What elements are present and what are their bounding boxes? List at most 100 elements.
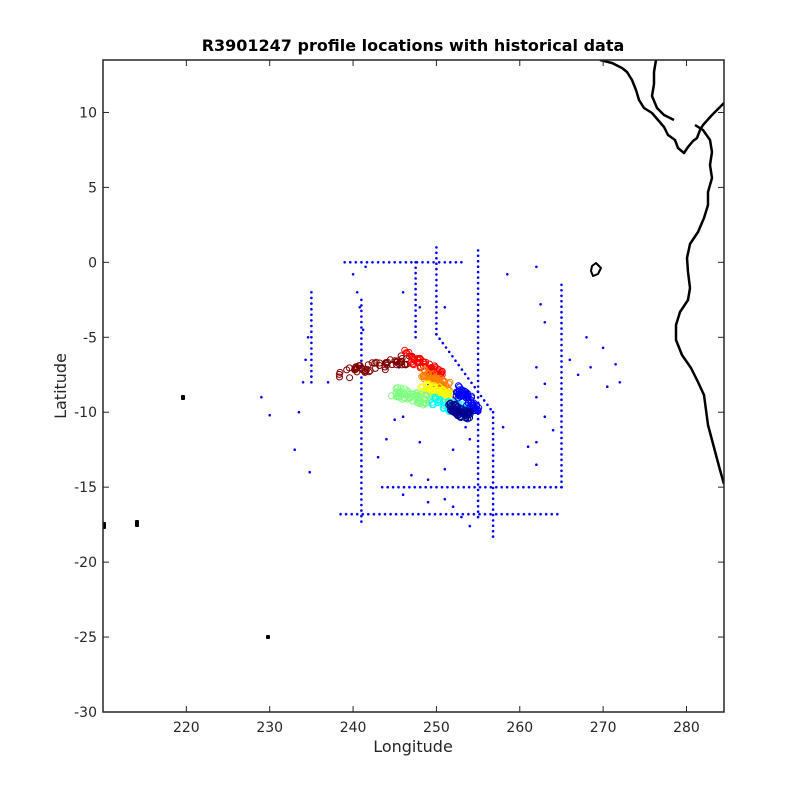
historical-profile-point [476,254,480,258]
historical-profile-point [460,368,464,371]
historical-profile-point [476,281,480,285]
historical-profile-point [414,298,417,302]
y-tick-label: 10 [79,105,97,121]
historical-profile-point [310,347,313,350]
y-tick-label: -20 [74,555,97,571]
historical-profile-point [476,363,480,367]
historical-profile-point [517,512,520,516]
historical-profile-point [468,437,472,441]
historical-profile-point [522,485,525,489]
historical-profile-point [476,336,480,339]
historical-profile-point [310,313,313,317]
historical-profile-point [435,267,438,271]
float-profile-marker [429,374,437,382]
historical-profile-point [560,464,563,467]
historical-profile-point [372,512,376,516]
x-tick-label: 240 [340,720,367,736]
float-profile-marker [410,361,418,369]
historical-profile-point [310,291,313,294]
historical-profile-point [476,439,480,443]
historical-profile-point [360,261,363,264]
float-profile-marker [439,386,447,394]
historical-profile-point [268,413,272,417]
historical-profile-point [478,485,482,489]
historical-profile-point [400,512,404,516]
historical-profile-point [310,381,313,384]
historical-profile-point [476,445,480,448]
historical-profile-point [560,474,563,478]
historical-profile-point [460,515,463,519]
historical-profile-point [414,330,417,334]
historical-profile-point [476,308,480,312]
historical-profile-point [435,485,438,489]
historical-profile-point [424,485,428,489]
float-profile-marker [456,383,463,391]
historical-profile-point [476,488,480,492]
historical-profile-point [449,261,452,264]
historical-profile-point [476,347,480,350]
historical-profile-point [414,277,417,280]
historical-profile-point [560,327,563,330]
historical-profile-point [344,512,348,516]
historical-profile-point [402,485,406,489]
historical-profile-point [418,440,422,444]
float-profile-marker [464,415,472,423]
historical-profile-point [435,300,438,304]
historical-profile-point [491,410,495,414]
historical-profile-point [414,271,417,275]
historical-profile-point [385,437,388,441]
historical-profile-point [421,261,424,264]
float-profile-marker [397,352,405,360]
y-tick-label: -15 [74,480,97,496]
historical-profile-point [435,284,438,287]
float-profile-marker [355,362,363,370]
historical-profile-point [440,485,444,489]
historical-profile-point [491,492,495,495]
historical-profile-point [360,464,363,468]
historical-profile-point [450,512,454,516]
float-profile-marker [376,359,384,367]
historical-profile-point [539,303,542,306]
float-profile-marker [429,401,436,409]
historical-profile-point [491,497,495,501]
float-profile-marker [343,366,351,374]
historical-profile-point [476,325,480,328]
historical-profile-point [360,492,363,496]
historical-profile-point [526,445,530,449]
float-profile-marker [420,391,428,399]
historical-profile-point [451,485,455,489]
y-tick-label: -30 [74,705,97,721]
float-profile-marker [410,355,418,363]
historical-profile-point [506,273,509,276]
historical-profile-point [460,261,463,264]
float-profile-marker [352,363,360,371]
historical-profile-point [387,261,391,264]
historical-profile-point [614,363,617,366]
historical-profile-point [618,381,622,384]
float-profile-marker [419,401,427,409]
historical-profile-point [438,337,441,341]
historical-profile-point [435,333,438,336]
float-profile-marker [404,387,411,395]
float-profile-marker [474,406,482,414]
float-profile-marker [372,358,380,366]
historical-profile-point [443,261,447,264]
historical-profile-point [435,251,438,255]
historical-profile-point [601,346,605,350]
historical-profile-point [435,327,438,331]
historical-profile-point [560,431,563,434]
historical-profile-point [393,261,397,264]
historical-profile-point [419,485,422,489]
float-profile-marker [402,361,409,369]
historical-profile-point [435,262,438,266]
historical-profile-point [476,385,480,388]
float-profile-marker [454,394,462,402]
historical-profile-point [476,358,480,361]
historical-profile-point [454,359,457,363]
historical-profile-point [326,381,330,384]
historical-profile-point [310,307,313,311]
historical-profile-point [371,261,374,264]
historical-profile-point [560,382,563,385]
historical-profile-point [560,332,563,336]
historical-profile-point [443,497,447,501]
